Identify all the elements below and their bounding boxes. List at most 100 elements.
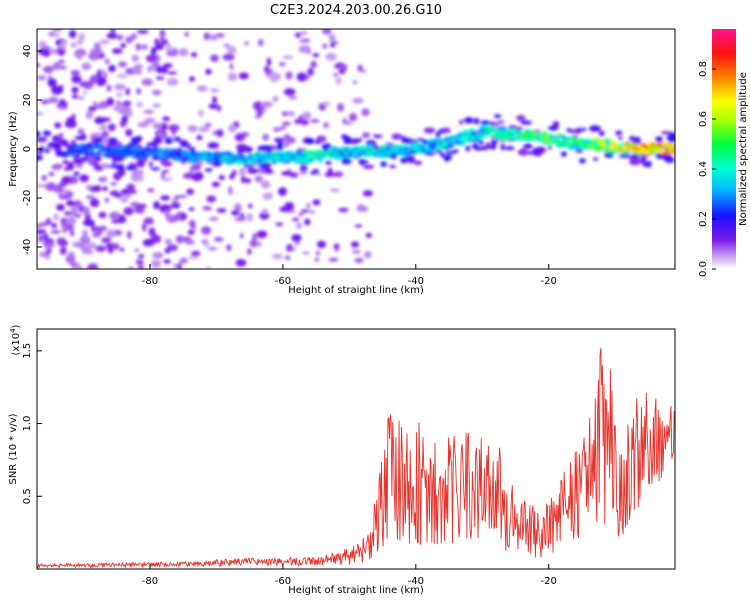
ridge-cell bbox=[478, 129, 483, 133]
noise-cell bbox=[238, 167, 247, 177]
noise-cell bbox=[272, 253, 284, 259]
band-cell bbox=[81, 156, 89, 161]
noise-cell bbox=[64, 120, 77, 128]
ridge-cell bbox=[621, 146, 629, 151]
band-cell bbox=[496, 120, 505, 124]
spectrogram-x-label: Height of straight line (km) bbox=[288, 285, 424, 296]
band-cell bbox=[629, 135, 636, 142]
band-cell bbox=[478, 139, 484, 145]
ridge-cell bbox=[575, 141, 583, 146]
spectrogram-y-label: Frequency (Hz) bbox=[8, 111, 19, 187]
band-cell bbox=[525, 143, 531, 146]
band-cell bbox=[299, 165, 308, 172]
band-cell bbox=[473, 117, 480, 125]
noise-cell bbox=[65, 254, 76, 264]
ridge-cell bbox=[136, 149, 141, 153]
noise-cell bbox=[204, 122, 212, 128]
band-cell bbox=[453, 149, 459, 153]
noise-cell bbox=[73, 52, 86, 57]
band-cell bbox=[71, 154, 80, 158]
noise-cell bbox=[234, 216, 246, 222]
noise-cell bbox=[38, 222, 49, 226]
noise-cell bbox=[285, 71, 293, 80]
noise-cell bbox=[289, 172, 299, 178]
noise-cell bbox=[51, 85, 64, 95]
noise-cell bbox=[82, 206, 90, 216]
noise-cell bbox=[143, 109, 155, 114]
noise-cell bbox=[226, 244, 232, 252]
band-cell bbox=[47, 142, 59, 149]
noise-cell bbox=[79, 174, 89, 183]
noise-cell bbox=[186, 188, 195, 195]
noise-cell bbox=[53, 184, 64, 193]
band-cell bbox=[284, 143, 289, 147]
noise-cell bbox=[291, 217, 300, 222]
noise-cell bbox=[106, 84, 112, 92]
spectrogram-x-axis: -80 -60 -40 -20 bbox=[142, 264, 557, 287]
ridge-cell bbox=[365, 144, 374, 150]
noise-cell bbox=[216, 33, 225, 38]
noise-cell bbox=[166, 244, 178, 252]
ridge-cell bbox=[285, 159, 291, 164]
noise-cell bbox=[161, 170, 166, 180]
noise-cell bbox=[137, 264, 145, 269]
noise-cell bbox=[298, 212, 304, 216]
noise-cell bbox=[66, 161, 75, 171]
noise-cell bbox=[70, 205, 80, 212]
ridge-cell bbox=[628, 142, 636, 146]
band-cell bbox=[459, 119, 464, 125]
noise-cell bbox=[159, 29, 166, 38]
ridge-cell bbox=[421, 139, 429, 145]
noise-cell bbox=[144, 117, 156, 124]
snr-y-label: SNR (10 * v/v) bbox=[8, 413, 19, 484]
ridge-cell bbox=[435, 138, 443, 142]
band-cell bbox=[575, 148, 584, 153]
noise-cell bbox=[234, 133, 246, 142]
noise-cell bbox=[259, 211, 270, 220]
band-cell bbox=[485, 142, 490, 148]
noise-cell bbox=[152, 104, 161, 107]
noise-cell bbox=[187, 229, 195, 235]
noise-cell bbox=[306, 47, 311, 55]
ridge-cell bbox=[610, 140, 618, 145]
noise-cell bbox=[333, 243, 340, 250]
band-cell bbox=[309, 171, 318, 175]
band-cell bbox=[646, 161, 652, 168]
noise-cell bbox=[241, 175, 246, 184]
noise-cell bbox=[283, 88, 296, 96]
ridge-cell bbox=[297, 152, 304, 157]
ridge-cell bbox=[84, 151, 90, 157]
noise-cell bbox=[125, 36, 133, 44]
noise-cell bbox=[89, 198, 100, 208]
noise-cell bbox=[229, 62, 234, 71]
noise-cell bbox=[269, 72, 281, 81]
ridge-cell bbox=[262, 151, 267, 156]
band-cell bbox=[154, 135, 163, 142]
band-cell bbox=[618, 154, 631, 158]
noise-cell bbox=[350, 241, 360, 248]
noise-cell bbox=[173, 264, 179, 268]
noise-cell bbox=[100, 163, 111, 169]
noise-cell bbox=[209, 34, 218, 41]
ridge-cell bbox=[248, 160, 255, 165]
noise-cell bbox=[125, 190, 138, 194]
noise-cell bbox=[150, 47, 157, 56]
noise-cell bbox=[133, 64, 144, 69]
noise-cell bbox=[189, 167, 195, 173]
colorbar-tick-label: 0.2 bbox=[698, 211, 709, 227]
band-cell bbox=[44, 148, 50, 154]
noise-cell bbox=[188, 207, 195, 212]
noise-cell bbox=[246, 213, 254, 222]
noise-cell bbox=[115, 93, 124, 97]
noise-cell bbox=[101, 237, 112, 244]
noise-cell bbox=[119, 194, 129, 203]
band-cell bbox=[617, 136, 623, 141]
noise-cell bbox=[81, 80, 94, 90]
noise-cell bbox=[216, 104, 222, 112]
noise-cell bbox=[45, 255, 50, 260]
band-cell bbox=[517, 148, 529, 156]
noise-cell bbox=[38, 234, 44, 242]
band-cell bbox=[566, 128, 571, 132]
noise-cell bbox=[166, 50, 179, 57]
noise-cell bbox=[59, 65, 67, 70]
